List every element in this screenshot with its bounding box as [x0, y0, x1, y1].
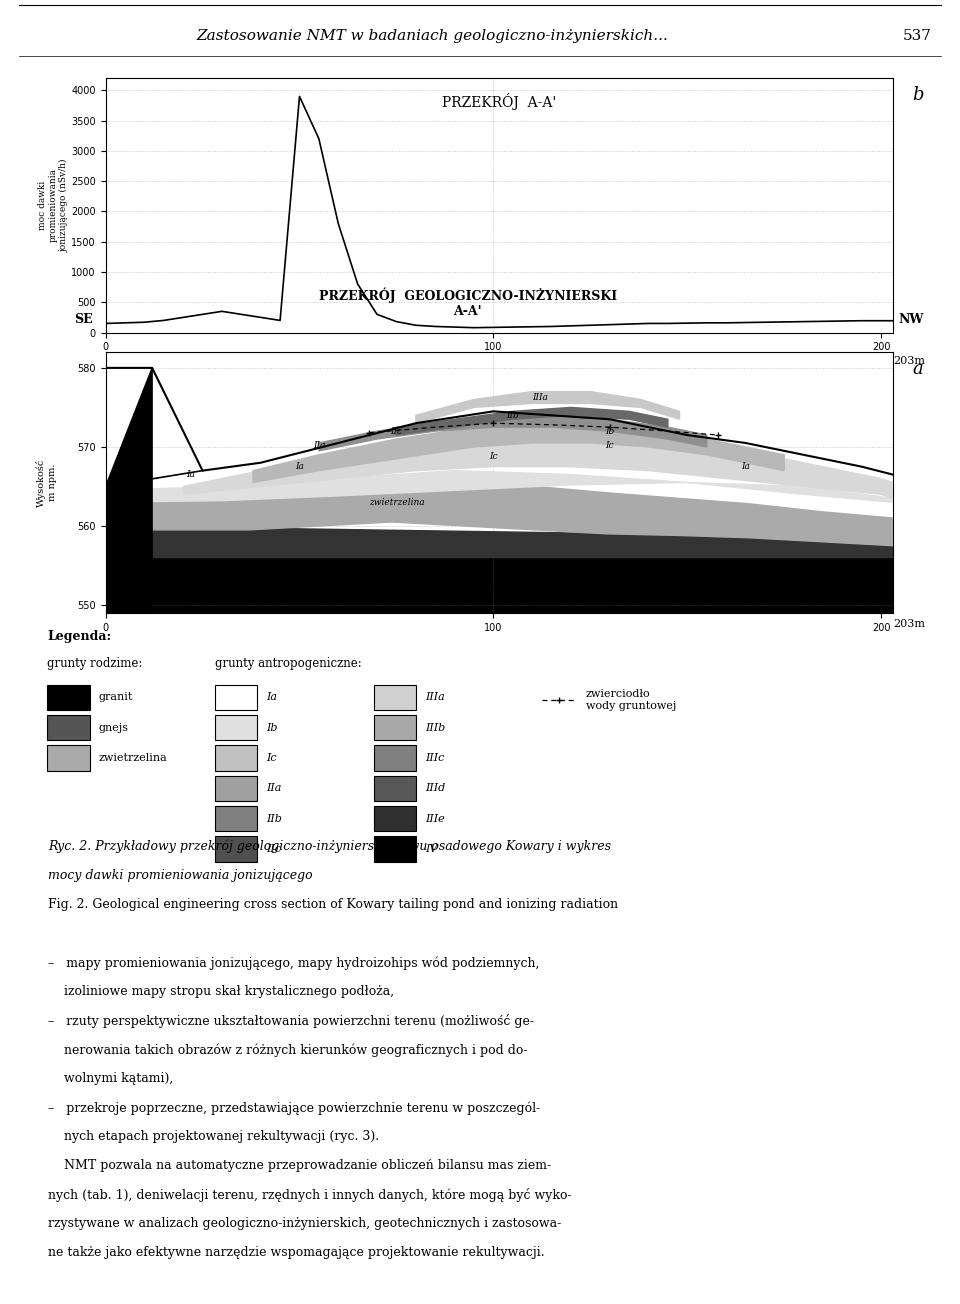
- Bar: [374, 776, 417, 801]
- Bar: [374, 715, 417, 741]
- Text: IIIe: IIIe: [425, 814, 445, 824]
- Text: Ia: Ia: [186, 469, 195, 479]
- Text: IIc: IIc: [266, 844, 281, 854]
- Text: nych (tab. 1), deniwelacji terenu, rzędnych i innych danych, które mogą być wyko: nych (tab. 1), deniwelacji terenu, rzędn…: [48, 1188, 571, 1202]
- Text: IIa: IIa: [313, 441, 325, 450]
- Text: zwietrzelina: zwietrzelina: [99, 752, 167, 763]
- Text: IV: IV: [425, 844, 438, 854]
- Text: IIb: IIb: [506, 411, 519, 420]
- Bar: [215, 746, 257, 771]
- Bar: [47, 746, 89, 771]
- Text: 203m: 203m: [893, 356, 924, 365]
- Text: IIId: IIId: [425, 784, 445, 793]
- Text: 203m: 203m: [893, 619, 924, 630]
- Text: Ia: Ia: [295, 462, 304, 471]
- Text: mocy dawki promieniowania jonizującego: mocy dawki promieniowania jonizującego: [48, 868, 313, 882]
- Text: IIIa: IIIa: [532, 394, 548, 403]
- Text: NMT pozwala na automatyczne przeprowadzanie obliczeń bilansu mas ziem-: NMT pozwala na automatyczne przeprowadza…: [48, 1159, 551, 1172]
- Bar: [215, 806, 257, 832]
- Text: Wysokość
m npm.: Wysokość m npm.: [36, 458, 57, 507]
- Text: IIa: IIa: [266, 784, 281, 793]
- Text: granit: granit: [99, 692, 132, 703]
- Polygon shape: [106, 471, 893, 502]
- Y-axis label: moc dawki
promieniowania
jonizującego (nSv/h): moc dawki promieniowania jonizującego (n…: [38, 159, 68, 252]
- Text: nych etapach projektowanej rekultywacji (ryc. 3).: nych etapach projektowanej rekultywacji …: [48, 1131, 379, 1144]
- Bar: [47, 715, 89, 741]
- Text: 537: 537: [902, 30, 931, 43]
- Text: –   mapy promieniowania jonizującego, mapy hydroizohips wód podziemnych,: – mapy promieniowania jonizującego, mapy…: [48, 956, 540, 970]
- Text: nerowania takich obrazów z różnych kierunków geograficznych i pod do-: nerowania takich obrazów z różnych kieru…: [48, 1043, 527, 1056]
- Text: zwietrzelina: zwietrzelina: [369, 498, 424, 507]
- Text: Ia: Ia: [741, 462, 750, 471]
- Text: zwierciodło
wody gruntowej: zwierciodło wody gruntowej: [586, 690, 677, 711]
- Bar: [374, 806, 417, 832]
- Text: Ib: Ib: [266, 722, 277, 733]
- Polygon shape: [319, 415, 707, 451]
- Polygon shape: [106, 368, 152, 613]
- Polygon shape: [106, 526, 893, 558]
- Text: Ic: Ic: [606, 441, 614, 450]
- Text: b: b: [912, 86, 924, 104]
- Polygon shape: [396, 407, 668, 436]
- Bar: [215, 685, 257, 709]
- Text: Zastosowanie NMT w badaniach geologiczno-inżynierskich...: Zastosowanie NMT w badaniach geologiczno…: [196, 30, 668, 43]
- Text: grunty antropogeniczne:: grunty antropogeniczne:: [215, 657, 362, 670]
- Text: grunty rodzime:: grunty rodzime:: [47, 657, 143, 670]
- Polygon shape: [183, 432, 893, 498]
- Polygon shape: [106, 482, 893, 545]
- Text: Ic: Ic: [266, 752, 276, 763]
- Text: IIc: IIc: [391, 426, 402, 436]
- Text: IIIa: IIIa: [425, 692, 445, 703]
- Text: rzystywane w analizach geologiczno-inżynierskich, geotechnicznych i zastosowa-: rzystywane w analizach geologiczno-inżyn…: [48, 1218, 562, 1231]
- Bar: [47, 685, 89, 709]
- Text: Legenda:: Legenda:: [47, 630, 111, 643]
- Text: Ryc. 2. Przykładowy przekrój geologiczno-inżynierski stawu osadowego Kowary i wy: Ryc. 2. Przykładowy przekrój geologiczno…: [48, 840, 611, 853]
- Polygon shape: [416, 391, 680, 424]
- Text: IIIb: IIIb: [425, 722, 445, 733]
- Bar: [374, 685, 417, 709]
- Bar: [374, 746, 417, 771]
- Text: Ib: Ib: [605, 426, 614, 436]
- Bar: [374, 836, 417, 862]
- Text: SE: SE: [74, 313, 93, 326]
- Bar: [215, 776, 257, 801]
- Text: izoliniowe mapy stropu skał krystalicznego podłoża,: izoliniowe mapy stropu skał krystaliczne…: [48, 985, 395, 998]
- Text: –   przekroje poprzeczne, przedstawiające powierzchnie terenu w poszczegól-: – przekroje poprzeczne, przedstawiające …: [48, 1102, 540, 1115]
- Text: gnejs: gnejs: [99, 722, 129, 733]
- Text: Ic: Ic: [490, 452, 497, 460]
- Text: PRZEKRÓJ  GEOLOGICZNO-INŻYNIERSKI
A-A': PRZEKRÓJ GEOLOGICZNO-INŻYNIERSKI A-A': [319, 288, 616, 318]
- Text: a: a: [912, 360, 924, 378]
- Text: IIIc: IIIc: [425, 752, 444, 763]
- Polygon shape: [252, 424, 784, 482]
- Text: Fig. 2. Geological engineering cross section of Kowary tailing pond and ionizing: Fig. 2. Geological engineering cross sec…: [48, 898, 618, 911]
- Bar: [215, 715, 257, 741]
- Text: NW: NW: [899, 313, 924, 326]
- Text: Ia: Ia: [266, 692, 277, 703]
- Polygon shape: [106, 541, 893, 613]
- Text: IIb: IIb: [266, 814, 282, 824]
- Text: ne także jako efektywne narzędzie wspomagające projektowanie rekultywacji.: ne także jako efektywne narzędzie wspoma…: [48, 1247, 544, 1260]
- Text: PRZEKRÓJ  A-A': PRZEKRÓJ A-A': [442, 94, 557, 111]
- Text: wolnymi kątami),: wolnymi kątami),: [48, 1072, 173, 1085]
- Text: –   rzuty perspektywiczne ukształtowania powierzchni terenu (możliwość ge-: – rzuty perspektywiczne ukształtowania p…: [48, 1015, 534, 1028]
- Bar: [215, 836, 257, 862]
